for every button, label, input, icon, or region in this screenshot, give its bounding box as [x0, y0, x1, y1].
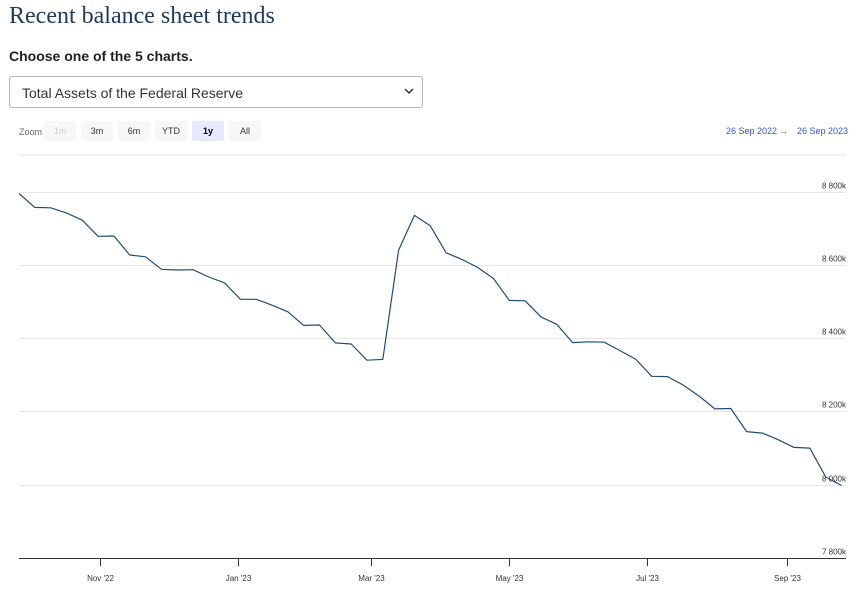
x-tick-label: May '23: [496, 574, 524, 583]
zoom-all-button[interactable]: All: [229, 121, 261, 141]
range-to-date[interactable]: 26 Sep 2023: [797, 126, 849, 136]
chart-select[interactable]: Total Assets of the Federal Reserve: [9, 76, 423, 108]
zoom-3m-button[interactable]: 3m: [81, 121, 113, 141]
x-tick-label: Nov '22: [87, 574, 114, 583]
y-tick-label: 8 200k: [822, 401, 847, 410]
chart-select-value: Total Assets of the Federal Reserve: [22, 85, 243, 101]
x-tick-label: Mar '23: [358, 574, 385, 583]
y-tick-label: 8 600k: [822, 255, 847, 264]
zoom-label: Zoom: [19, 127, 43, 137]
y-tick-label: 7 800k: [822, 548, 847, 557]
chart-chooser-label: Choose one of the 5 charts.: [9, 48, 193, 64]
range-from-date[interactable]: 26 Sep 2022: [726, 126, 778, 136]
y-tick-label: 8 000k: [822, 475, 847, 484]
zoom-6m-button[interactable]: 6m: [118, 121, 150, 141]
zoom-1y-button[interactable]: 1y: [192, 121, 224, 141]
chevron-down-icon: [404, 88, 414, 95]
series-line: [18, 193, 842, 487]
zoom-ytd-button[interactable]: YTD: [155, 121, 187, 141]
y-tick-label: 8 800k: [822, 182, 847, 191]
x-tick-label: Jan '23: [226, 574, 252, 583]
x-tick-label: Sep '23: [774, 574, 801, 583]
x-tick-label: Jul '23: [636, 574, 659, 583]
page-title: Recent balance sheet trends: [9, 3, 275, 29]
y-tick-label: 8 400k: [822, 328, 847, 337]
range-arrow: →: [779, 126, 788, 136]
zoom-1m-button[interactable]: 1m: [44, 121, 76, 141]
